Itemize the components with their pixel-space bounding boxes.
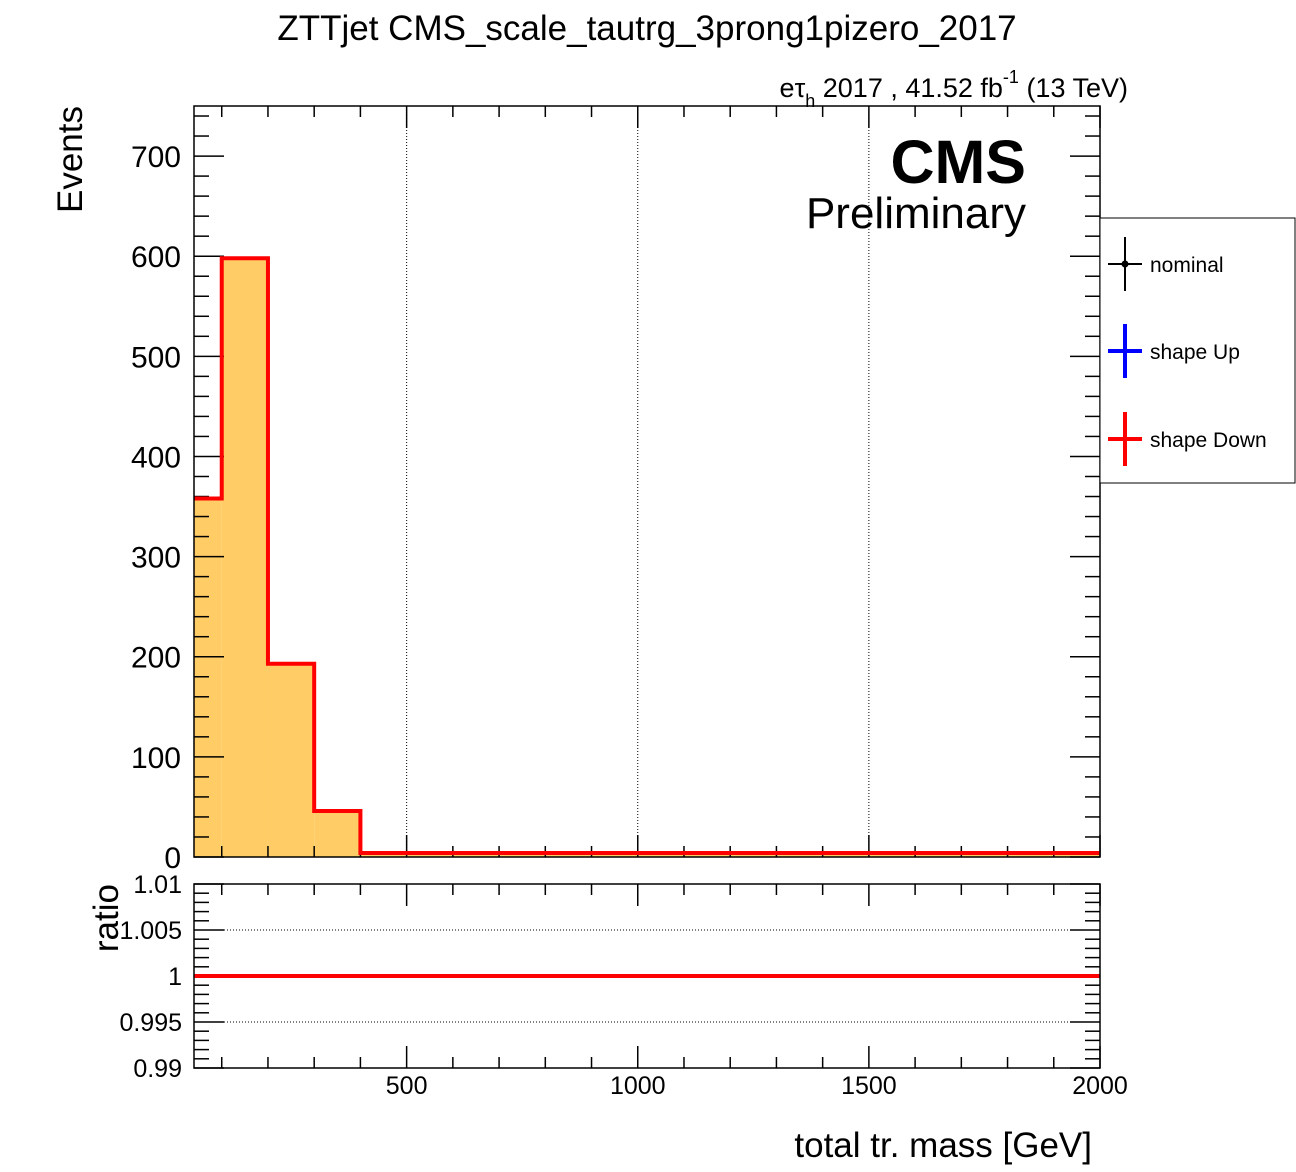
ratio-y-tick-label: 1.005 xyxy=(119,917,182,945)
legend-entry-shape-up: shape Up xyxy=(1108,324,1240,378)
histogram-bar xyxy=(314,810,361,857)
ratio-y-tick-label: 1.01 xyxy=(133,871,182,899)
cms-preliminary-label: Preliminary xyxy=(806,189,1026,238)
legend: nominal shape Up shape Down xyxy=(1099,217,1296,484)
histogram-bar xyxy=(221,258,268,858)
chart-title: ZTTjet CMS_scale_tautrg_3prong1pizero_20… xyxy=(277,9,1016,48)
legend-label-shape-down: shape Down xyxy=(1150,429,1267,452)
ratio-axis-label: ratio xyxy=(87,884,126,952)
y-tick-label: 600 xyxy=(131,241,181,274)
ratio-plot-panel: 0.99 0.995 1 1.005 1.01 500 1000 1500 2000 xyxy=(119,871,1127,1100)
legend-entry-shape-down: shape Down xyxy=(1108,412,1267,466)
y-tick-label: 200 xyxy=(131,642,181,675)
legend-entry-nominal: nominal xyxy=(1108,237,1224,291)
ratio-y-tick-label: 1 xyxy=(168,963,182,991)
y-axis-label: Events xyxy=(51,106,90,213)
chart-subtitle: eτh 2017 , 41.52 fb-1 (13 TeV) xyxy=(780,67,1128,111)
y-tick-label: 100 xyxy=(131,742,181,775)
y-tick-label: 500 xyxy=(131,341,181,374)
x-tick-label: 2000 xyxy=(1072,1072,1128,1100)
vertical-gridlines xyxy=(406,106,870,857)
ratio-y-tick-label: 0.99 xyxy=(133,1055,182,1083)
y-tick-label: 400 xyxy=(131,441,181,474)
y-tick-labels: 0 100 200 300 400 500 600 700 xyxy=(131,141,181,875)
shape-down-histogram-line xyxy=(194,256,1100,855)
ratio-plot-frame xyxy=(193,883,1101,1069)
x-tick-label: 1000 xyxy=(610,1072,666,1100)
legend-label-shape-up: shape Up xyxy=(1150,341,1240,364)
ratio-y-tick-labels: 0.99 0.995 1 1.005 1.01 xyxy=(119,871,182,1083)
x-tick-label: 500 xyxy=(386,1072,428,1100)
ratio-y-tick-label: 0.995 xyxy=(119,1009,182,1037)
nominal-marker-icon xyxy=(1121,260,1129,268)
x-axis-label: total tr. mass [GeV] xyxy=(794,1126,1092,1165)
histogram-bar xyxy=(267,663,315,857)
histogram-bar xyxy=(194,498,222,857)
y-tick-label: 700 xyxy=(131,141,181,174)
y-tick-label: 0 xyxy=(164,842,181,875)
histogram-fill xyxy=(194,258,1100,858)
x-tick-label: 1500 xyxy=(841,1072,897,1100)
legend-label-nominal: nominal xyxy=(1150,254,1224,277)
cms-label: CMS xyxy=(890,128,1026,196)
main-plot-panel: 0 100 200 300 400 500 600 700 xyxy=(131,105,1101,875)
y-tick-label: 300 xyxy=(131,542,181,575)
x-tick-labels: 500 1000 1500 2000 xyxy=(386,1072,1128,1100)
